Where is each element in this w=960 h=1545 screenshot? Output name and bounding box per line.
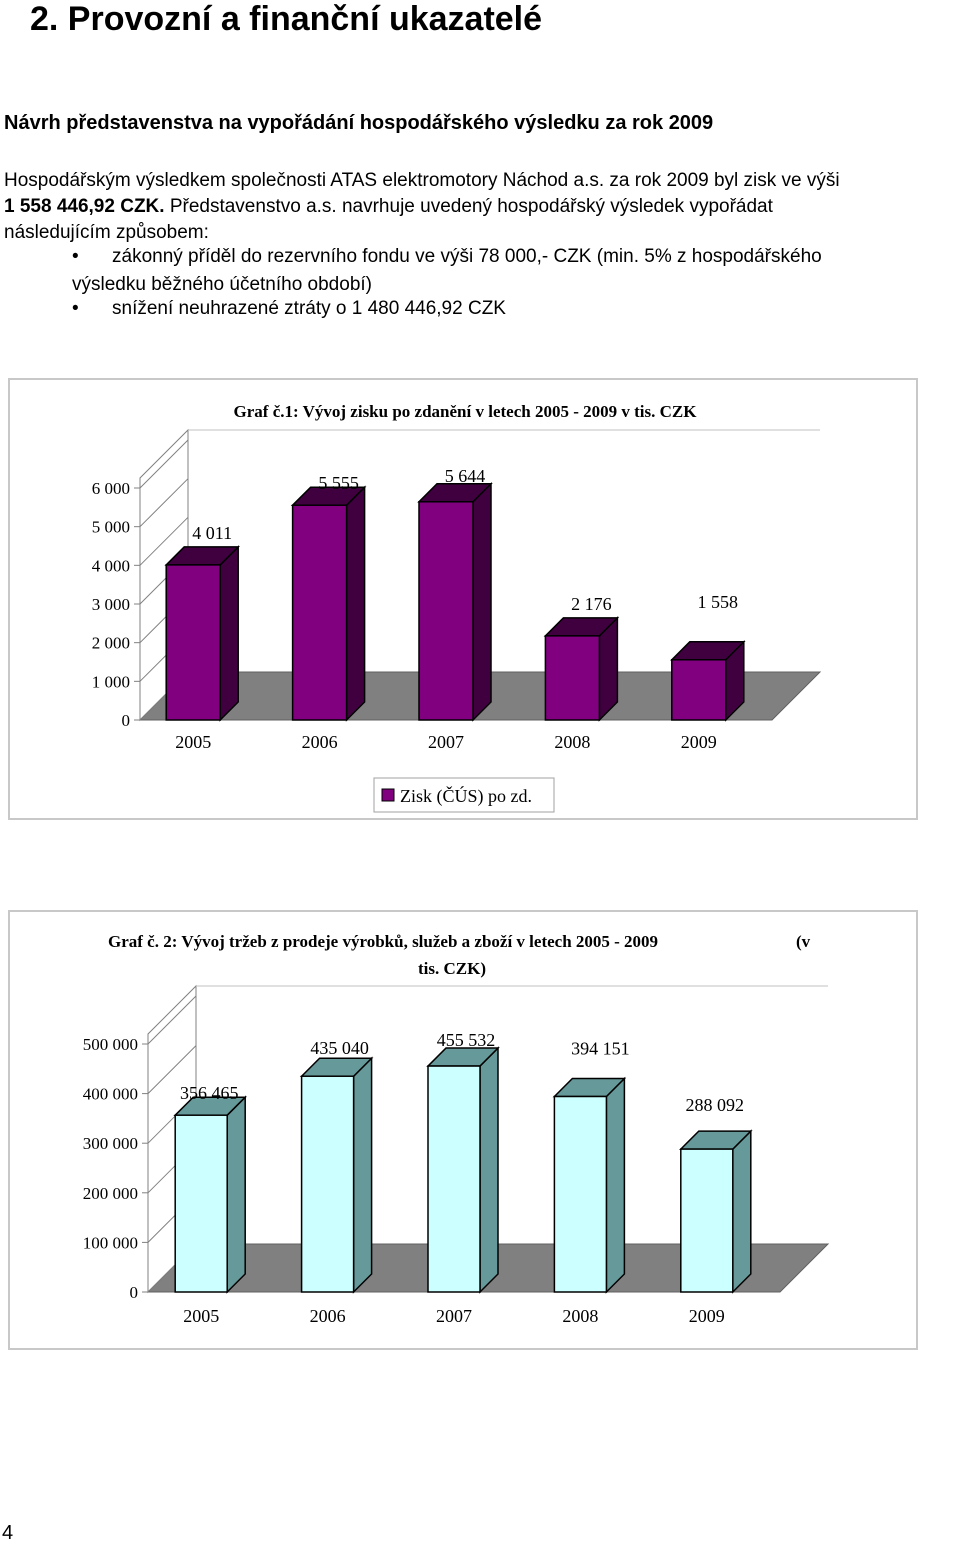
- data-label: 455 532: [437, 1030, 496, 1050]
- chart-title: Graf č.1: Vývoj zisku po zdanění v letec…: [234, 402, 698, 421]
- y-tick-depth: [139, 478, 189, 528]
- data-label: 435 040: [310, 1038, 369, 1058]
- bar: [544, 635, 601, 721]
- data-label: 288 092: [686, 1095, 745, 1115]
- bullet-2-line1: snížení neuhrazené ztráty o 1 480 446,92…: [112, 298, 506, 319]
- y-tick-depth: [139, 516, 189, 566]
- y-tick-label: 5 000: [92, 518, 130, 537]
- result-paragraph-line2: 1 558 446,92 CZK. Představenstvo a.s. na…: [4, 194, 956, 220]
- y-tick-label: 400 000: [83, 1085, 138, 1104]
- legend-label: Zisk (ČÚS) po zd.: [400, 785, 532, 807]
- page-title: 2. Provozní a finanční ukazatelé: [30, 0, 543, 38]
- page-number: 4: [2, 1522, 14, 1544]
- bar: [680, 1148, 734, 1293]
- bar: [174, 1114, 228, 1293]
- y-tick-label: 100 000: [83, 1233, 138, 1252]
- result-paragraph-line1: Hospodářským výsledkem společnosti ATAS …: [4, 170, 840, 191]
- profit-amount: 1 558 446,92 CZK.: [4, 196, 165, 217]
- bar-side: [472, 481, 492, 722]
- chart-title-tail: (v: [796, 932, 811, 951]
- y-tick-label: 6 000: [92, 479, 130, 498]
- bar: [418, 501, 474, 721]
- bar-side: [226, 1095, 246, 1294]
- y-tick-label: 300 000: [83, 1134, 138, 1153]
- bar: [553, 1095, 608, 1293]
- data-label: 394 151: [571, 1039, 630, 1059]
- y-tick-label: 3 000: [92, 595, 130, 614]
- bar: [291, 504, 348, 721]
- data-label: 5 555: [318, 473, 359, 493]
- chart-2: Graf č. 2: Vývoj tržeb z prodeje výrobků…: [83, 932, 830, 1326]
- data-label: 356 465: [180, 1083, 239, 1103]
- data-label: 4 011: [192, 523, 232, 543]
- y-tick-label: 1 000: [92, 672, 130, 691]
- bullet-1-line1: zákonný příděl do rezervního fondu ve vý…: [112, 246, 822, 267]
- chart-2-frame: Graf č. 2: Vývoj tržeb z prodeje výrobků…: [8, 910, 918, 1350]
- bar: [300, 1075, 355, 1293]
- x-tick-label: 2008: [562, 1306, 598, 1326]
- bar: [427, 1065, 481, 1293]
- bar: [165, 564, 221, 721]
- bar-side: [219, 545, 239, 722]
- y-tick-label: 200 000: [83, 1184, 138, 1203]
- bar-side: [732, 1129, 752, 1294]
- chart-title-line2: tis. CZK): [418, 959, 486, 978]
- x-tick-label: 2006: [302, 732, 338, 752]
- y-tick-label: 4 000: [92, 556, 130, 575]
- data-label: 2 176: [571, 594, 612, 614]
- y-tick-depth: [147, 1045, 197, 1094]
- x-tick-label: 2009: [681, 732, 717, 752]
- x-tick-label: 2009: [689, 1306, 725, 1326]
- result-paragraph-line3: následujícím způsobem:: [4, 222, 209, 243]
- legend-swatch: [381, 788, 395, 802]
- y-tick-depth: [139, 439, 189, 489]
- chart-1-frame: Graf č.1: Vývoj zisku po zdanění v letec…: [8, 378, 918, 820]
- bar-side: [605, 1076, 626, 1294]
- x-tick-label: 2007: [428, 732, 464, 752]
- x-tick-label: 2007: [436, 1306, 472, 1326]
- proposal-heading: Návrh představenstva na vypořádání hospo…: [4, 112, 714, 134]
- result-paragraph-line2-rest: Představenstvo a.s. navrhuje uvedený hos…: [169, 196, 773, 217]
- bar-side: [479, 1046, 499, 1294]
- x-tick-label: 2005: [183, 1306, 219, 1326]
- bar-side: [345, 485, 366, 722]
- bullet-1-line2: výsledku běžného účetního období): [72, 274, 372, 295]
- data-label: 1 558: [698, 592, 739, 612]
- x-tick-label: 2006: [310, 1306, 346, 1326]
- y-tick-label: 500 000: [83, 1035, 138, 1054]
- legend-box: [373, 777, 555, 813]
- y-tick-label: 0: [130, 1283, 139, 1302]
- x-tick-label: 2005: [175, 732, 211, 752]
- x-tick-label: 2008: [554, 732, 590, 752]
- bar: [671, 659, 727, 721]
- bullet-dot: •: [72, 246, 79, 267]
- chart-title: Graf č. 2: Vývoj tržeb z prodeje výrobků…: [108, 932, 658, 951]
- chart-1: Graf č.1: Vývoj zisku po zdanění v letec…: [92, 402, 822, 813]
- data-label: 5 644: [445, 466, 486, 486]
- bullet-dot: •: [72, 298, 79, 319]
- bar-side: [352, 1056, 373, 1294]
- y-tick-label: 0: [122, 711, 131, 730]
- y-tick-label: 2 000: [92, 634, 130, 653]
- y-tick-depth: [147, 995, 197, 1045]
